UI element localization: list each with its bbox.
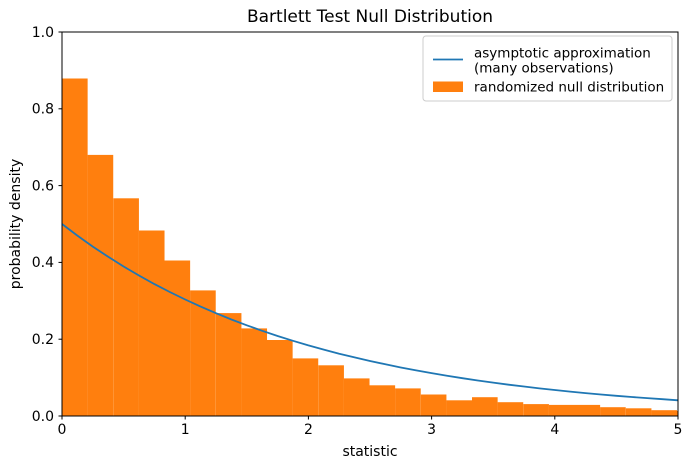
x-tick-label: 1	[181, 422, 190, 438]
y-tick-label: 0.4	[32, 255, 54, 271]
legend-entry-asymptotic-line1: asymptotic approximation	[474, 46, 651, 62]
asymptotic-line-series	[61, 223, 679, 402]
histogram-bar	[420, 394, 447, 416]
histogram-bar	[677, 411, 678, 416]
x-tick-label: 3	[427, 422, 436, 438]
histogram-bar	[190, 290, 216, 416]
y-axis-label: probability density	[8, 159, 24, 289]
legend: asymptotic approximation (many observati…	[422, 35, 673, 102]
y-tick-label: 1.0	[32, 25, 54, 41]
histogram-bar	[651, 410, 678, 416]
y-tick-label: 0.0	[32, 409, 54, 425]
legend-entry-randomized: randomized null distribution	[474, 80, 664, 96]
histogram-bar	[62, 78, 88, 416]
histogram-bar	[497, 402, 524, 416]
histogram-bar	[395, 388, 421, 416]
legend-patch-swatch	[433, 81, 463, 92]
histogram-bar	[446, 400, 473, 416]
y-tick-label: 0.6	[32, 178, 54, 194]
plot-frame	[61, 31, 679, 417]
y-tick-label: 0.2	[32, 332, 54, 348]
histogram-bar	[113, 198, 139, 416]
x-axis-ticks: 0 1 2 3 4 5	[58, 416, 683, 438]
histogram-series	[62, 78, 678, 416]
x-tick-label: 5	[674, 422, 683, 438]
histogram-bar	[267, 340, 293, 416]
x-tick-label: 4	[550, 422, 559, 438]
histogram-bar	[625, 408, 652, 416]
histogram-bar	[215, 313, 242, 416]
legend-frame	[422, 35, 673, 102]
chart-title: Bartlett Test Null Distribution	[247, 7, 493, 27]
histogram-bar	[164, 260, 191, 416]
legend-entry-asymptotic-line2: (many observations)	[474, 61, 614, 77]
histogram-bar	[318, 365, 344, 416]
y-axis-ticks: 0.0 0.2 0.4 0.6 0.8 1.0	[32, 25, 62, 425]
histogram-bar	[523, 404, 549, 416]
histogram-bar	[138, 230, 165, 416]
x-tick-label: 2	[304, 422, 313, 438]
histogram-bar	[343, 378, 370, 416]
histogram-bar	[472, 397, 498, 416]
histogram-bar	[292, 358, 319, 416]
histogram-bar	[574, 404, 601, 416]
histogram-bar	[548, 404, 575, 416]
histogram-bar	[369, 385, 396, 416]
histogram-bar	[87, 154, 114, 416]
y-tick-label: 0.8	[32, 102, 54, 118]
x-tick-label: 0	[58, 422, 67, 438]
asymptotic-curve	[61, 223, 679, 402]
histogram-bar	[600, 407, 626, 416]
x-axis-label: statistic	[342, 444, 397, 460]
histogram-bar	[241, 328, 268, 416]
